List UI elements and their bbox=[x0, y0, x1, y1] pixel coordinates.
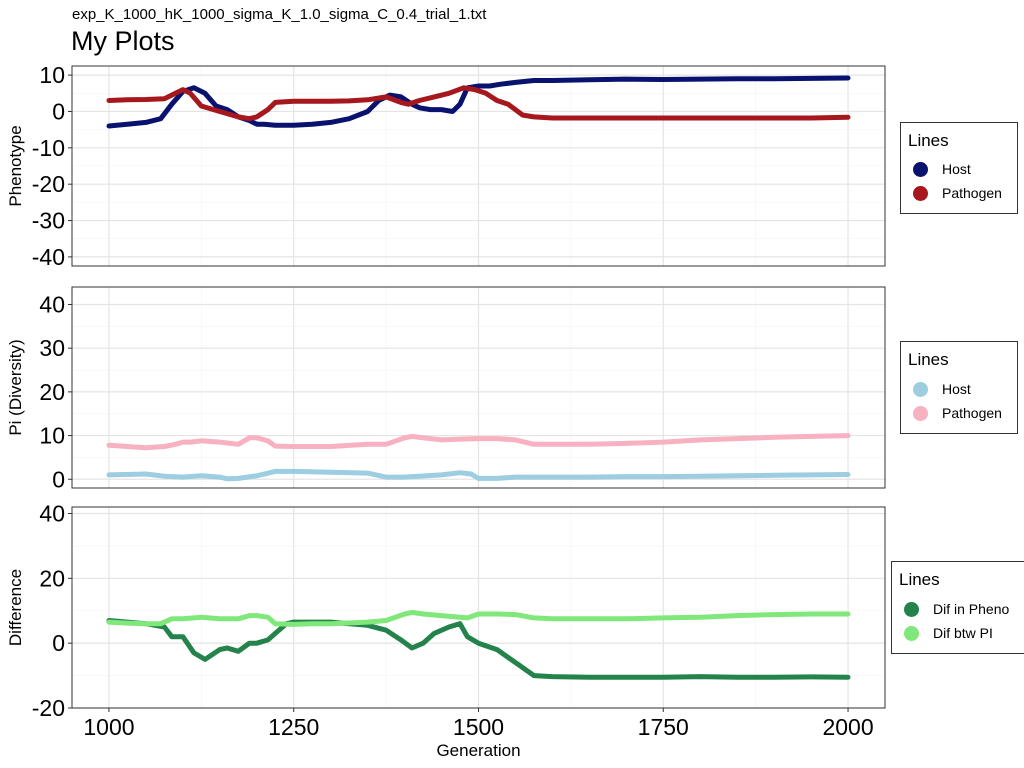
panel-0: -40 -30 -20 -10 0 10 Phenotype bbox=[6, 62, 886, 270]
y-tick-label: -10 bbox=[32, 135, 65, 161]
y-tick-label: 40 bbox=[39, 291, 65, 317]
y-tick-label: 20 bbox=[39, 565, 65, 591]
legend-label: Host bbox=[942, 381, 971, 397]
y-tick-label: 0 bbox=[52, 466, 65, 492]
series-line-pathogen bbox=[106, 85, 851, 122]
series-line-host bbox=[106, 75, 851, 129]
x-axis-label: Generation bbox=[436, 741, 520, 760]
legend-label: Pathogen bbox=[942, 405, 1002, 421]
legend-phenotype: Lines Host Pathogen bbox=[900, 122, 1018, 214]
panel-border bbox=[71, 286, 886, 489]
legend-diversity: Lines Host Pathogen bbox=[900, 341, 1018, 434]
x-tick-label: 1250 bbox=[268, 714, 319, 740]
x-tick-label: 1750 bbox=[638, 714, 689, 740]
legend-title: Lines bbox=[908, 350, 949, 369]
series-line-dif-btw-pi bbox=[106, 609, 851, 627]
x-tick-label: 1500 bbox=[453, 714, 504, 740]
series-line-pathogen bbox=[106, 433, 851, 451]
legend-title: Lines bbox=[899, 570, 940, 589]
legend-item-pathogen: Pathogen bbox=[913, 405, 1002, 421]
page-title: My Plots bbox=[71, 26, 175, 56]
panel-border bbox=[71, 65, 886, 267]
legend-swatch bbox=[913, 161, 928, 177]
y-tick-label: 0 bbox=[52, 630, 65, 656]
y-tick-label: 30 bbox=[39, 335, 65, 361]
y-axis-label: Phenotype bbox=[6, 125, 25, 206]
y-tick-label: -40 bbox=[32, 244, 65, 270]
legend-item-pathogen: Pathogen bbox=[913, 185, 1002, 201]
x-tick-label: 1000 bbox=[83, 714, 134, 740]
legend-item-dif-in-pheno: Dif in Pheno bbox=[904, 601, 1009, 617]
legend-swatch bbox=[913, 185, 928, 201]
legend-label: Host bbox=[942, 161, 971, 177]
legend-item-host: Host bbox=[913, 161, 971, 177]
legend-swatch bbox=[913, 381, 928, 397]
y-tick-label: -20 bbox=[32, 695, 65, 721]
panel-1: 0 10 20 30 40 Pi (Diversity) bbox=[6, 286, 886, 492]
legend-swatch bbox=[913, 405, 928, 421]
series-line-host bbox=[106, 468, 851, 482]
y-tick-label: -30 bbox=[32, 208, 65, 234]
panel-2: -20 0 20 40 Difference 1000 1250 1500 1750 2000 Ge… bbox=[6, 500, 886, 760]
legend-title: Lines bbox=[908, 131, 949, 150]
y-tick-label: -20 bbox=[32, 171, 65, 197]
y-axis-label: Difference bbox=[6, 569, 25, 646]
y-tick-label: 0 bbox=[52, 98, 65, 124]
legend-difference: Lines Dif in Pheno Dif btw PI bbox=[891, 561, 1024, 654]
legend-item-dif-btw-pi: Dif btw PI bbox=[904, 625, 993, 641]
y-tick-label: 40 bbox=[39, 500, 65, 526]
legend-swatch bbox=[904, 625, 919, 641]
y-axis-label: Pi (Diversity) bbox=[6, 339, 25, 435]
series-line-dif-in-pheno bbox=[106, 618, 851, 680]
legend-label: Dif btw PI bbox=[933, 625, 993, 641]
legend-label: Dif in Pheno bbox=[933, 601, 1010, 617]
x-tick-label: 2000 bbox=[822, 714, 873, 740]
y-tick-label: 20 bbox=[39, 379, 65, 405]
y-tick-label: 10 bbox=[39, 62, 65, 88]
y-tick-label: 10 bbox=[39, 423, 65, 449]
legend-swatch bbox=[904, 601, 919, 617]
legend-item-host: Host bbox=[913, 381, 971, 397]
file-subtitle: exp_K_1000_hK_1000_sigma_K_1.0_sigma_C_0… bbox=[72, 6, 487, 23]
legend-label: Pathogen bbox=[942, 185, 1002, 201]
